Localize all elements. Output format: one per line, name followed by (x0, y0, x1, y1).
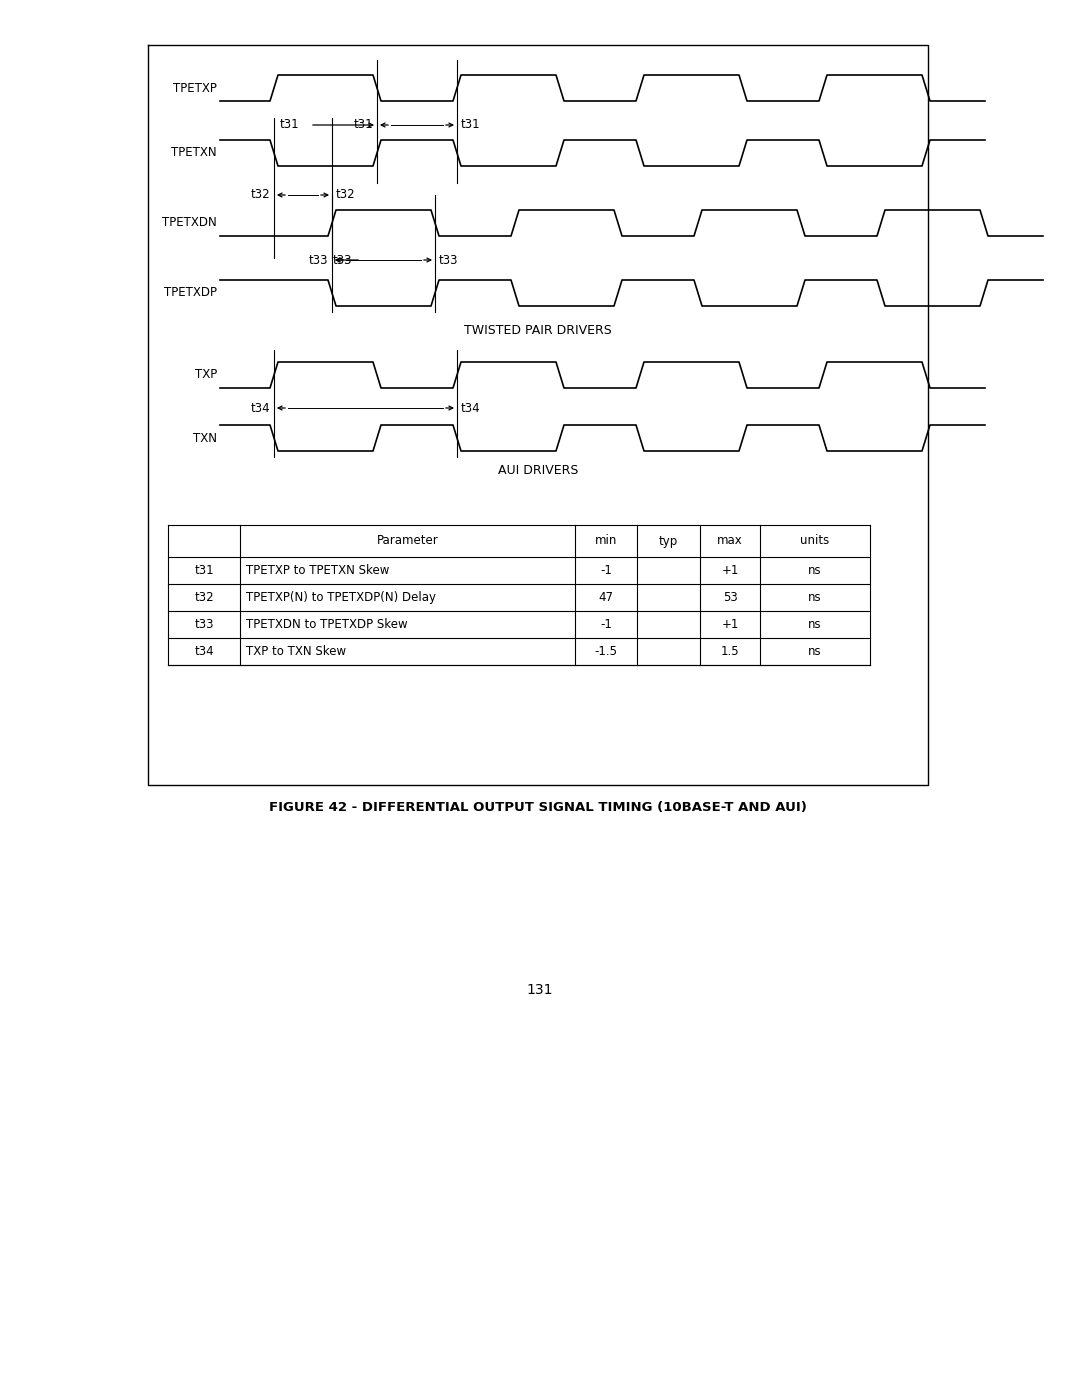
Text: t33: t33 (333, 253, 352, 267)
Text: min: min (595, 535, 617, 548)
Text: typ: typ (659, 535, 678, 548)
Text: t31: t31 (194, 564, 214, 577)
Text: +1: +1 (721, 617, 739, 631)
Text: TPETXP: TPETXP (173, 81, 217, 95)
Text: ns: ns (808, 617, 822, 631)
Text: ns: ns (808, 564, 822, 577)
Text: AUI DRIVERS: AUI DRIVERS (498, 464, 578, 476)
Text: TPETXP to TPETXN Skew: TPETXP to TPETXN Skew (246, 564, 390, 577)
Text: 47: 47 (598, 591, 613, 604)
Text: TXN: TXN (193, 432, 217, 444)
Text: t33: t33 (309, 253, 328, 267)
Text: t34: t34 (461, 401, 481, 415)
Text: ns: ns (808, 591, 822, 604)
Text: t34: t34 (251, 401, 270, 415)
Text: TPETXN: TPETXN (172, 147, 217, 159)
Text: TWISTED PAIR DRIVERS: TWISTED PAIR DRIVERS (464, 324, 612, 337)
Text: -1: -1 (600, 617, 612, 631)
Text: t31: t31 (353, 119, 373, 131)
Text: Parameter: Parameter (377, 535, 438, 548)
Text: TPETXDP: TPETXDP (164, 286, 217, 299)
Text: t32: t32 (251, 189, 270, 201)
Text: TPETXDN: TPETXDN (162, 217, 217, 229)
Text: TXP: TXP (194, 369, 217, 381)
Text: t34: t34 (194, 645, 214, 658)
Text: t31: t31 (280, 119, 299, 131)
Text: t31: t31 (461, 119, 481, 131)
Text: -1.5: -1.5 (594, 645, 618, 658)
Text: FIGURE 42 - DIFFERENTIAL OUTPUT SIGNAL TIMING (10BASE-T AND AUI): FIGURE 42 - DIFFERENTIAL OUTPUT SIGNAL T… (269, 802, 807, 814)
Text: max: max (717, 535, 743, 548)
Text: t32: t32 (336, 189, 355, 201)
Text: t33: t33 (194, 617, 214, 631)
Text: t33: t33 (438, 253, 459, 267)
Text: 131: 131 (527, 983, 553, 997)
Text: units: units (800, 535, 829, 548)
Text: ns: ns (808, 645, 822, 658)
Text: -1: -1 (600, 564, 612, 577)
Text: +1: +1 (721, 564, 739, 577)
Text: 53: 53 (723, 591, 738, 604)
Text: 1.5: 1.5 (720, 645, 740, 658)
Text: TPETXDN to TPETXDP Skew: TPETXDN to TPETXDP Skew (246, 617, 407, 631)
Text: TPETXP(N) to TPETXDP(N) Delay: TPETXP(N) to TPETXDP(N) Delay (246, 591, 436, 604)
Text: TXP to TXN Skew: TXP to TXN Skew (246, 645, 346, 658)
Text: t32: t32 (194, 591, 214, 604)
